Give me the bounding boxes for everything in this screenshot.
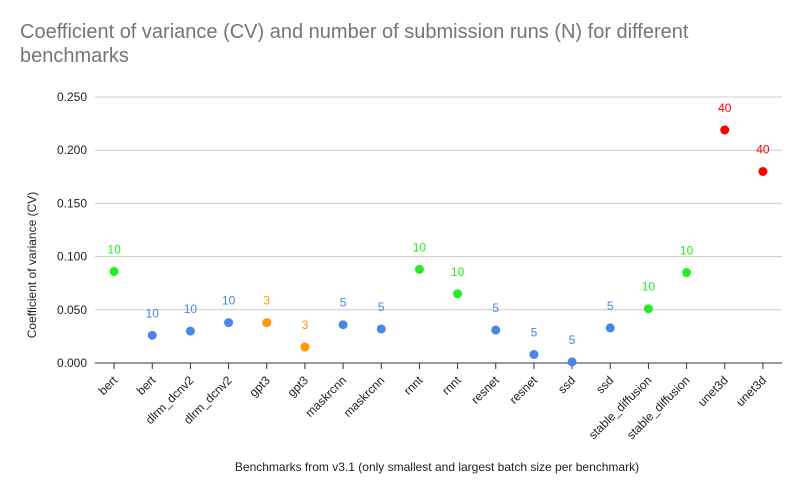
data-label: 5 [378,300,385,314]
data-label: 10 [146,306,160,320]
data-point [262,318,272,328]
data-point [567,357,577,367]
data-labels: 10 10 10 10 3 3 5 5 10 10 5 5 5 5 10 10 40 40 [107,101,770,347]
x-tick-label: bert [134,373,159,398]
data-point [147,330,157,340]
y-tick-label: 0.100 [57,250,87,264]
data-point [300,342,310,352]
x-tick-label: ssd [555,373,578,396]
data-point [605,323,615,333]
y-axis-title: Coefficient of variance (CV) [25,192,39,339]
data-label: 5 [569,333,576,347]
x-tick-label: rnnt [439,373,464,398]
data-point [224,318,234,328]
y-tick-label: 0.250 [57,90,87,104]
data-point [453,289,463,299]
data-label: 10 [184,302,198,316]
data-label: 40 [756,142,770,156]
data-point [414,264,424,274]
data-label: 5 [340,296,347,310]
y-tick-label: 0.050 [57,303,87,317]
data-label: 10 [451,265,465,279]
data-label: 5 [607,299,614,313]
data-point [758,166,768,176]
data-label: 10 [413,240,427,254]
x-tick-label: gpt3 [246,373,273,400]
data-point [682,268,692,278]
x-axis-title: Benchmarks from v3.1 (only smallest and … [235,460,639,474]
x-tick-label: rnnt [401,373,426,398]
data-point [720,125,730,135]
x-tick-label: resnet [507,373,541,407]
data-points [109,125,768,367]
data-label: 5 [531,325,538,339]
data-label: 10 [642,280,656,294]
data-label: 5 [492,301,499,315]
y-tick-label: 0.200 [57,143,87,157]
data-point [109,266,119,276]
data-label: 40 [718,101,732,115]
x-tick-label: ssd [593,373,616,396]
gridlines [95,96,782,364]
data-label: 10 [222,294,236,308]
data-label: 3 [263,294,270,308]
x-tick-label: bert [96,373,121,398]
data-point [338,320,348,330]
y-tick-label: 0.000 [57,356,87,370]
data-point [376,324,386,334]
data-point [491,325,501,335]
x-tick-label: unet3d [695,373,731,409]
data-label: 10 [680,244,694,258]
y-tick-label: 0.150 [57,196,87,210]
y-tick-labels: 0.000 0.050 0.100 0.150 0.200 0.250 [57,90,87,370]
x-tick-label: maskrcnn [341,373,388,420]
data-label: 10 [107,242,121,256]
data-point [185,326,195,336]
data-point [643,304,653,314]
x-tick-label: unet3d [733,373,769,409]
data-point [529,349,539,359]
x-tick-label: gpt3 [285,373,312,400]
data-label: 3 [302,318,309,332]
chart-title: Coefficient of variance (CV) and number … [20,21,689,67]
x-tick-label: resnet [468,373,502,407]
